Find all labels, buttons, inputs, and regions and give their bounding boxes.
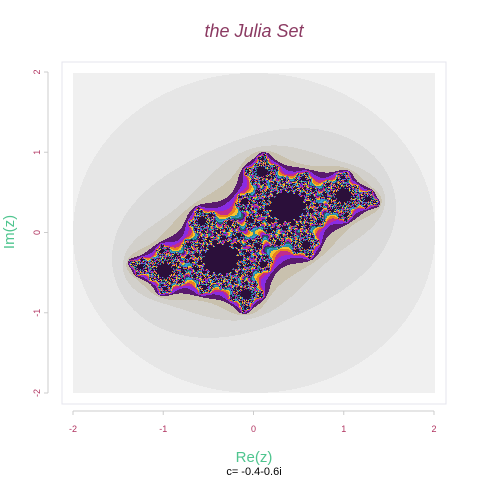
x-axis-label: Re(z) — [236, 449, 273, 466]
y-axis-ticks: -2 -1 0 1 2 — [32, 69, 48, 397]
plot-panel-border — [61, 61, 447, 405]
y-tick-label: -2 — [32, 389, 42, 397]
y-tick-label: 2 — [32, 69, 42, 74]
x-tick-label: 2 — [431, 424, 436, 434]
y-tick-label: 1 — [32, 150, 42, 155]
x-tick-label: -1 — [159, 424, 167, 434]
x-tick-label: -2 — [69, 424, 77, 434]
x-tick-label: 1 — [341, 424, 346, 434]
julia-set-heatmap — [73, 73, 435, 393]
y-axis-label: Im(z) — [1, 215, 18, 249]
y-tick-label: -1 — [32, 309, 42, 317]
chart-title: the Julia Set — [204, 21, 304, 41]
x-tick-label: 0 — [251, 424, 256, 434]
x-axis-ticks: -2 -1 0 1 2 — [69, 411, 437, 434]
chart-caption: c= -0.4-0.6i — [226, 466, 281, 478]
y-tick-label: 0 — [32, 230, 42, 235]
